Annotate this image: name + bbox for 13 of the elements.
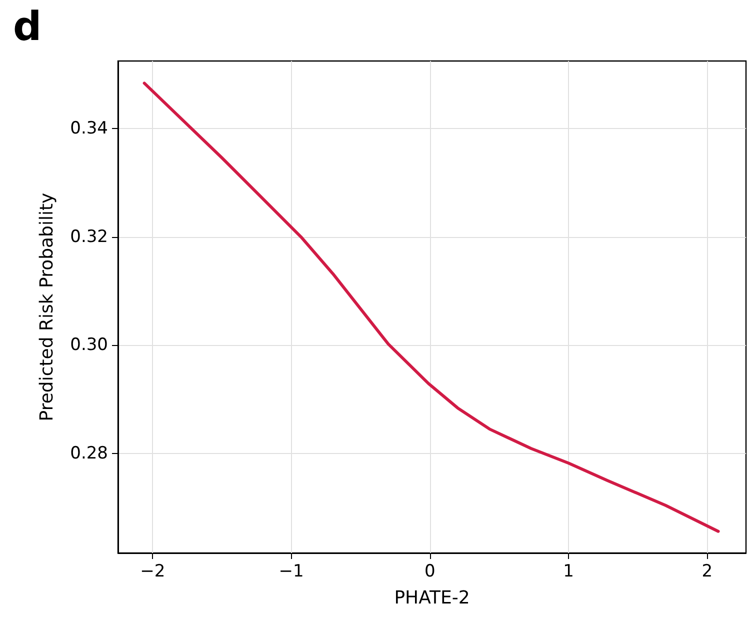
x-tick-label: 2 xyxy=(702,562,713,582)
x-tick-label: −1 xyxy=(278,562,304,582)
x-tick-label: −2 xyxy=(140,562,166,582)
y-tick-label: 0.32 xyxy=(70,226,108,247)
chart-title: d xyxy=(13,4,42,50)
x-tick-label: 1 xyxy=(563,562,574,582)
x-axis-title: PHATE-2 xyxy=(394,588,470,608)
y-axis-title: Predicted Risk Probability xyxy=(36,192,58,422)
y-tick-label: 0.34 xyxy=(70,118,108,139)
x-tick-label: 0 xyxy=(424,562,436,582)
y-tick-label: 0.30 xyxy=(70,335,108,356)
line-series xyxy=(142,82,720,533)
y-tick-label: 0.28 xyxy=(70,443,108,464)
